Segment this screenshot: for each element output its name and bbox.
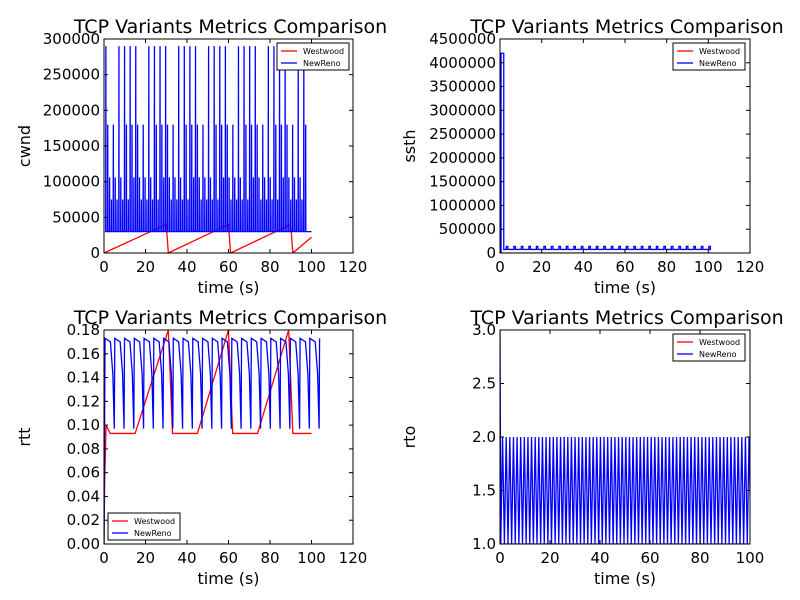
y-tick-label: 0.14: [67, 369, 100, 387]
legend-label-westwood: Westwood: [699, 47, 740, 56]
series-line-newreno: [104, 337, 321, 544]
x-tick-label: 20: [136, 258, 155, 276]
y-tick-label: 0.02: [67, 511, 100, 529]
x-tick-label: 40: [177, 549, 196, 567]
y-tick-label: 100000: [43, 173, 100, 191]
y-tick-label: 3500000: [429, 78, 496, 96]
x-axis-label: time (s): [594, 569, 656, 588]
plot-frame: [499, 38, 751, 254]
legend-label-newreno: NewReno: [134, 529, 172, 538]
y-tick-label: 2.0: [472, 428, 496, 446]
x-tick-label: 80: [690, 549, 709, 567]
x-axis-label: time (s): [594, 278, 656, 297]
x-tick-label: 60: [219, 549, 238, 567]
y-tick-label: 0: [90, 244, 100, 262]
legend-box: [107, 512, 181, 541]
x-tick-label: 60: [219, 258, 238, 276]
series-line-westwood: [104, 330, 312, 544]
x-tick-label: 40: [574, 258, 593, 276]
legend: Westwood NewReno: [672, 333, 746, 362]
legend-label-westwood: Westwood: [699, 338, 740, 347]
x-tick-label: 20: [532, 258, 551, 276]
y-axis-label: ssth: [400, 129, 419, 162]
y-tick-label: 3000000: [429, 101, 496, 119]
y-tick-label: 0.06: [67, 464, 100, 482]
x-tick-label: 20: [540, 549, 559, 567]
legend-label-newreno: NewReno: [699, 59, 737, 68]
legend-box: [672, 333, 746, 362]
x-axis-label: time (s): [197, 569, 259, 588]
x-tick-label: 120: [339, 549, 368, 567]
x-tick-label: 100: [297, 258, 326, 276]
y-tick-label: 1.0: [472, 535, 496, 553]
x-tick-label: 40: [590, 549, 609, 567]
legend: Westwood NewReno: [107, 512, 181, 541]
legend: Westwood NewReno: [276, 42, 350, 71]
y-tick-label: 0.18: [67, 321, 100, 339]
series-line-newreno: [105, 46, 312, 233]
x-tick-label: 80: [657, 258, 676, 276]
chart-title: TCP Variants Metrics Comparison: [73, 16, 387, 38]
y-tick-label: 3.0: [472, 321, 496, 339]
y-tick-label: 150000: [43, 137, 100, 155]
legend: Westwood NewReno: [672, 42, 746, 71]
x-tick-label: 100: [297, 549, 326, 567]
legend-box: [276, 42, 350, 71]
y-axis-label: rtt: [15, 427, 34, 446]
chart-title: TCP Variants Metrics Comparison: [73, 307, 387, 329]
y-tick-label: 0.04: [67, 487, 100, 505]
y-tick-label: 1500000: [429, 173, 496, 191]
chart-panel-3: 0 20 40 60 80 100 120 0.00 0.02 0.04 0.06 0.08 0.10 0…: [15, 307, 387, 588]
x-tick-label: 0: [99, 549, 109, 567]
y-tick-label: 200000: [43, 101, 100, 119]
x-tick-label: 120: [736, 258, 765, 276]
legend-label-westwood: Westwood: [134, 517, 175, 526]
series-line-newreno: [500, 52, 712, 253]
x-tick-label: 60: [640, 549, 659, 567]
x-tick-label: 80: [260, 258, 279, 276]
legend-label-newreno: NewReno: [699, 350, 737, 359]
legend-box: [672, 42, 746, 71]
chart-title: TCP Variants Metrics Comparison: [469, 307, 783, 329]
chart-title: TCP Variants Metrics Comparison: [469, 16, 783, 38]
legend-label-westwood: Westwood: [303, 47, 344, 56]
x-tick-label: 120: [339, 258, 368, 276]
x-axis-label: time (s): [197, 278, 259, 297]
y-tick-label: 0.08: [67, 440, 100, 458]
x-tick-label: 0: [99, 258, 109, 276]
y-tick-label: 250000: [43, 66, 100, 84]
x-tick-label: 40: [177, 258, 196, 276]
y-tick-label: 4500000: [429, 30, 496, 48]
y-tick-label: 2500000: [429, 125, 496, 143]
y-tick-label: 0.10: [67, 416, 100, 434]
y-tick-label: 1.5: [472, 482, 496, 500]
y-tick-label: 500000: [439, 220, 496, 238]
y-tick-label: 0.16: [67, 345, 100, 363]
x-tick-label: 80: [260, 549, 279, 567]
x-tick-label: 100: [694, 258, 723, 276]
x-tick-label: 0: [495, 258, 505, 276]
y-tick-label: 0.12: [67, 392, 100, 410]
y-tick-label: 0.00: [67, 535, 100, 553]
x-tick-label: 60: [615, 258, 634, 276]
y-tick-label: 2000000: [429, 149, 496, 167]
y-axis-label: cwnd: [15, 125, 34, 167]
y-tick-label: 2.5: [472, 375, 496, 393]
x-tick-label: 100: [736, 549, 765, 567]
y-tick-label: 4000000: [429, 54, 496, 72]
x-tick-label: 0: [495, 549, 505, 567]
y-tick-label: 300000: [43, 30, 100, 48]
y-tick-label: 0: [486, 244, 496, 262]
x-tick-label: 20: [136, 549, 155, 567]
series-line-westwood: [104, 223, 312, 253]
series-line-newreno: [500, 330, 750, 544]
y-tick-label: 1000000: [429, 196, 496, 214]
chart-panel-2: 0 20 40 60 80 100 120 0 500000 1000000 1500000 2000…: [400, 16, 784, 297]
y-tick-label: 50000: [52, 208, 100, 226]
chart-panel-1: 0 20 40 60 80 100 120 0 50000 100000 150000 200000 2…: [15, 16, 387, 297]
legend-label-newreno: NewReno: [303, 59, 341, 68]
y-axis-label: rto: [400, 426, 419, 449]
